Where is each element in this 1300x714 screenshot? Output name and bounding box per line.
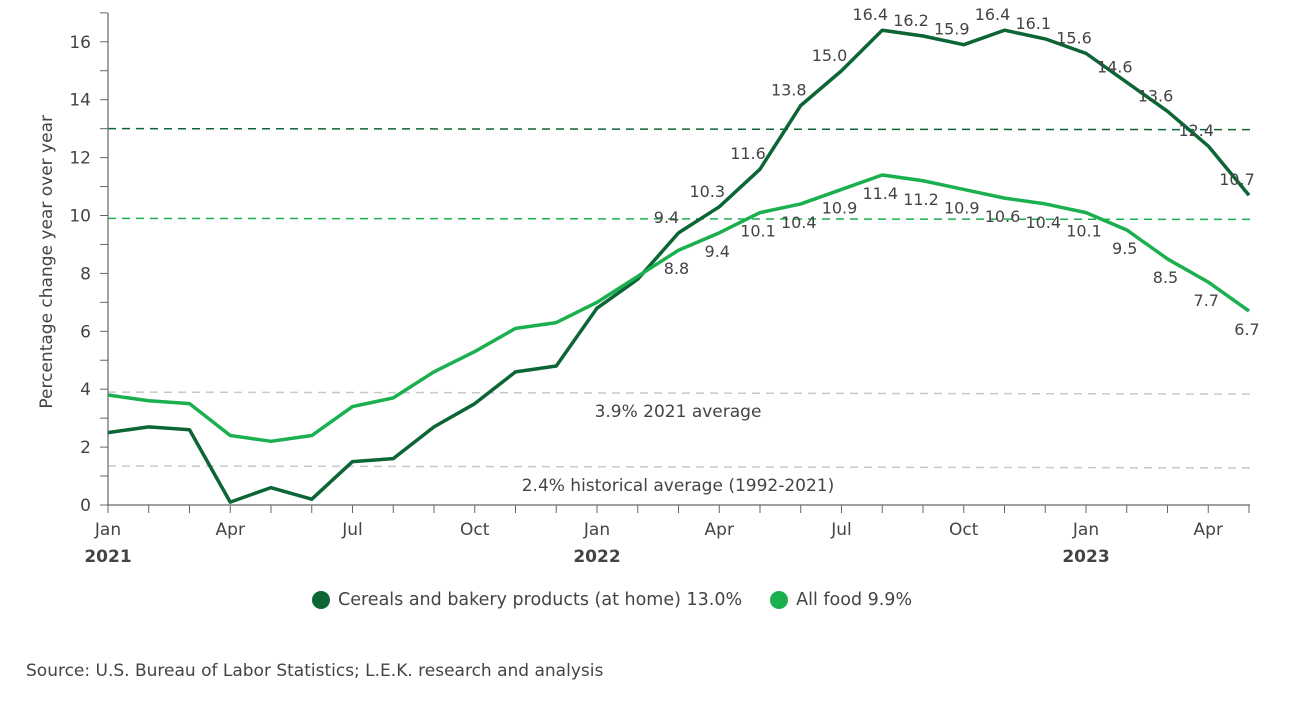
data-label: 10.9 [822, 198, 858, 217]
x-tick-label: Jan [94, 520, 121, 540]
reference-line [107, 465, 1251, 469]
data-label: 13.6 [1138, 86, 1174, 105]
y-axis-title: Percentage change year over year [37, 115, 57, 409]
data-label: 7.7 [1194, 291, 1219, 310]
y-tick-label: 4 [80, 380, 91, 400]
reference-line-label: 3.9% 2021 average [595, 402, 762, 422]
data-label: 16.4 [852, 5, 888, 24]
legend-swatch-all-food [770, 591, 789, 609]
data-label: 15.6 [1056, 28, 1092, 47]
data-label: 10.1 [740, 222, 776, 241]
data-label: 9.4 [654, 208, 679, 227]
x-tick-label: Jul [341, 520, 363, 540]
data-label: 9.4 [705, 242, 730, 261]
data-label: 10.7 [1219, 170, 1255, 189]
reference-line [107, 391, 1251, 395]
data-label: 12.4 [1178, 121, 1214, 140]
x-tick-label: Jul [830, 520, 852, 540]
data-label: 16.4 [975, 5, 1011, 24]
data-label: 10.3 [689, 182, 725, 201]
y-tick-label: 14 [69, 91, 91, 111]
data-label: 6.7 [1234, 320, 1259, 339]
x-year-label: 2023 [1062, 547, 1109, 567]
data-label: 16.2 [893, 11, 929, 30]
x-year-label: 2021 [84, 547, 131, 567]
x-tick-label: Jan [583, 520, 610, 540]
data-label: 14.6 [1097, 57, 1133, 76]
y-tick-label: 16 [69, 33, 91, 53]
x-tick-label: Apr [705, 520, 734, 540]
data-label: 11.2 [903, 190, 939, 209]
data-label: 9.5 [1112, 239, 1137, 258]
data-label: 8.8 [664, 259, 689, 278]
data-label: 13.8 [771, 80, 807, 99]
legend-label-cereals: Cereals and bakery products (at home) 13… [338, 590, 743, 610]
series-line-all-food [107, 173, 1251, 444]
legend: Cereals and bakery products (at home) 13… [312, 590, 912, 610]
source-note: Source: U.S. Bureau of Labor Statistics;… [26, 661, 604, 681]
data-label: 10.1 [1066, 222, 1102, 241]
x-tick-label: Apr [216, 520, 245, 540]
y-tick-label: 2 [80, 438, 91, 458]
x-year-label: 2022 [573, 547, 620, 567]
reference-line-label: 2.4% historical average (1992-2021) [522, 476, 835, 496]
data-label: 10.4 [1025, 213, 1061, 232]
y-tick-label: 8 [80, 264, 91, 284]
y-tick-label: 10 [69, 207, 91, 227]
y-tick-label: 12 [69, 149, 91, 169]
legend-label-all-food: All food 9.9% [796, 590, 913, 610]
data-label: 10.4 [781, 213, 817, 232]
data-label: 11.6 [730, 144, 766, 163]
data-label: 11.4 [862, 184, 898, 203]
data-label: 10.6 [985, 207, 1021, 226]
y-tick-label: 6 [80, 322, 91, 342]
series-line-cereals [107, 28, 1251, 504]
y-tick-label: 0 [80, 496, 91, 516]
legend-item-cereals: Cereals and bakery products (at home) 13… [312, 590, 742, 610]
data-label: 15.9 [934, 20, 970, 39]
reference-line [107, 127, 1251, 131]
data-label: 16.1 [1015, 14, 1051, 33]
x-tick-label: Oct [460, 520, 490, 540]
x-tick-label: Oct [949, 520, 979, 540]
legend-swatch-cereals [312, 591, 330, 609]
data-label: 8.5 [1153, 268, 1178, 287]
x-tick-label: Jan [1072, 520, 1099, 540]
x-tick-label: Apr [1194, 520, 1223, 540]
legend-item-all-food: All food 9.9% [770, 590, 912, 610]
data-label: 15.0 [812, 46, 848, 65]
data-label: 10.9 [944, 198, 980, 217]
